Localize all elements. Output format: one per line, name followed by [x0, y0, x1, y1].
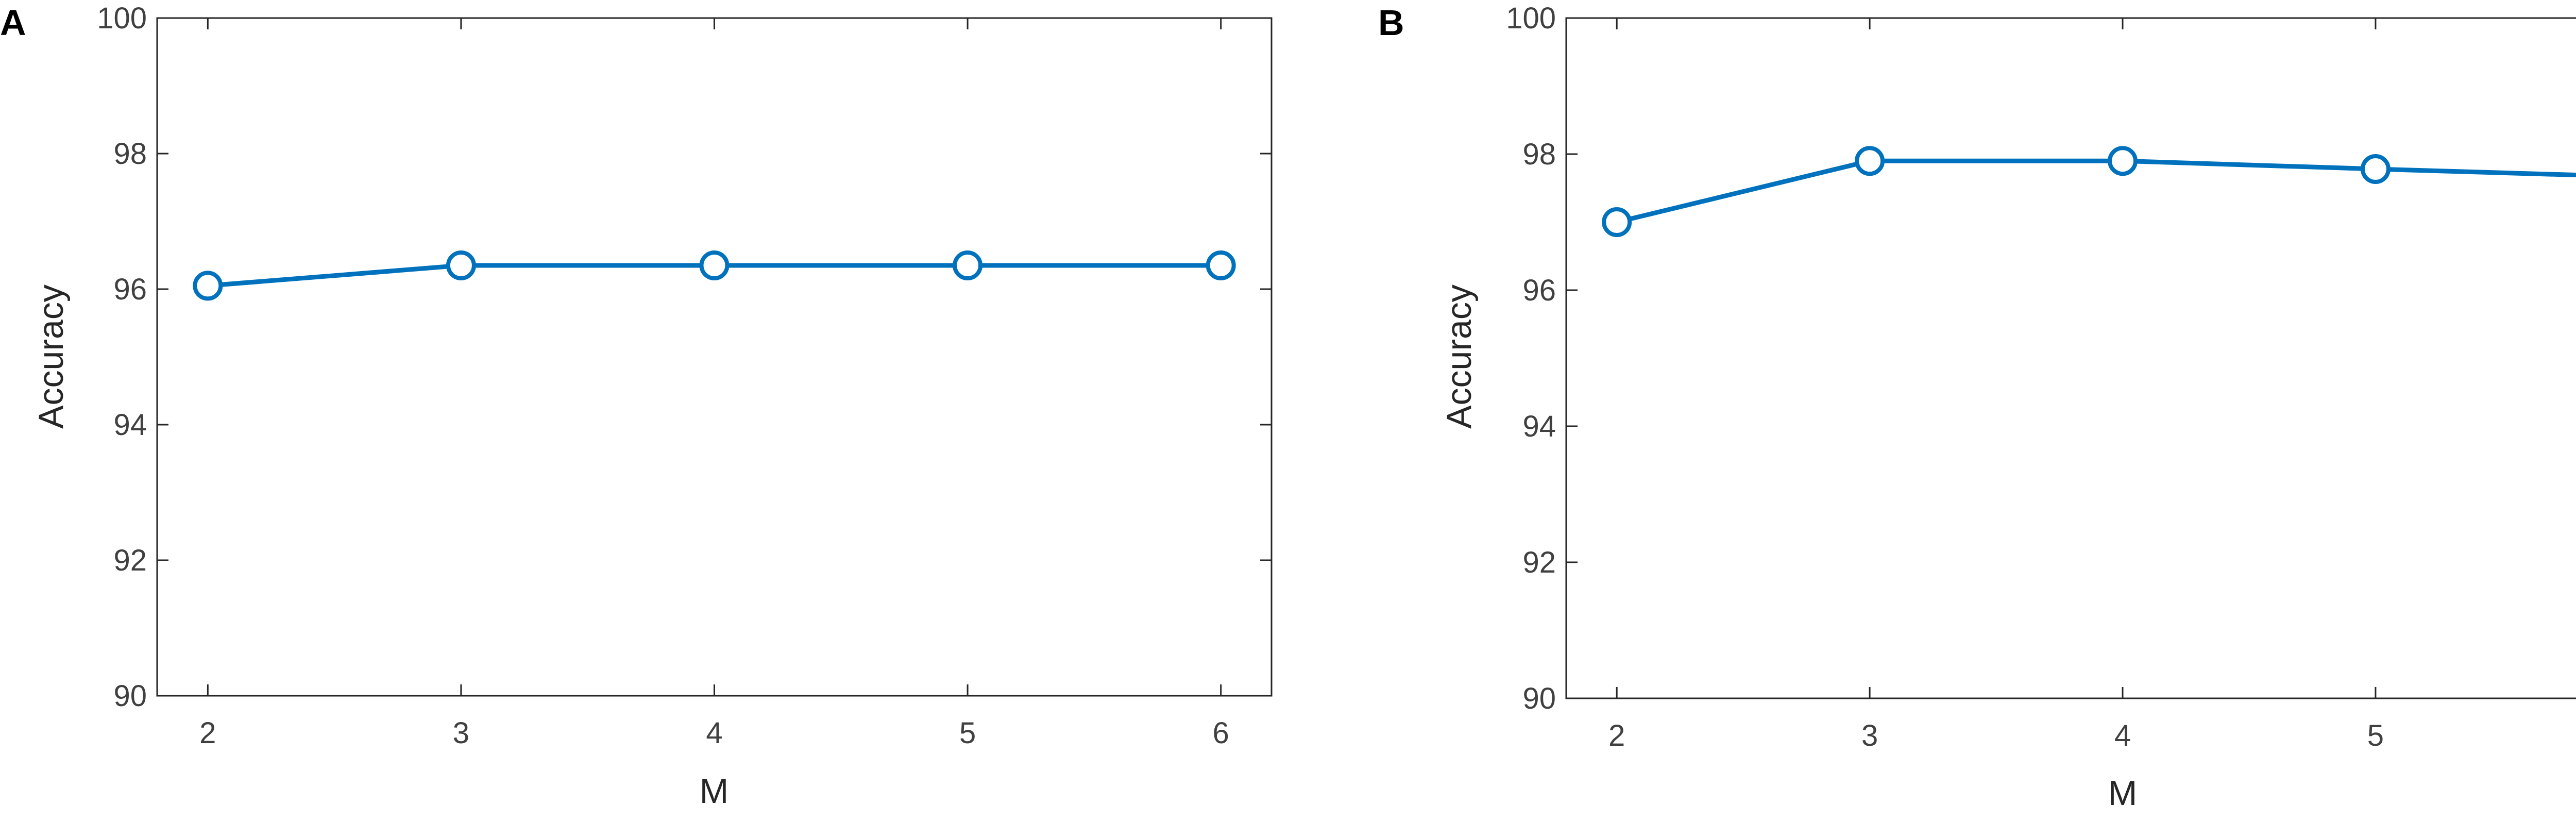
y-axis-label: Accuracy: [1439, 284, 1479, 429]
series-line: [1616, 158, 2576, 225]
y-tick-label: 100: [1506, 2, 1556, 35]
panel-label: B: [1378, 3, 1404, 43]
chart-panel-a: A M Accuracy 2 3 4 5 6 90 92 94 96 98 100: [0, 2, 1273, 811]
data-point-marker: [953, 250, 983, 280]
x-tick-label: 6: [1213, 716, 1229, 750]
plot-area-frame: [156, 17, 1273, 697]
x-tick-label: 4: [706, 716, 722, 750]
x-tick-label: 2: [1608, 719, 1625, 752]
y-axis-label: Accuracy: [31, 284, 71, 429]
y-tick-label: 90: [113, 679, 147, 713]
x-tick-label: 3: [453, 716, 469, 750]
x-tick-label: 4: [2114, 719, 2131, 752]
y-tick-label: 98: [1522, 138, 1556, 171]
y-tick-label: 96: [113, 273, 147, 306]
x-axis-label: M: [700, 772, 729, 811]
data-point-marker: [2108, 146, 2138, 176]
x-tick-label: 5: [959, 716, 976, 750]
x-tick-label: 3: [1861, 719, 1878, 752]
data-point-marker: [1855, 146, 1885, 176]
data-point-marker: [1602, 207, 1632, 237]
y-tick-label: 98: [113, 137, 147, 171]
data-point-marker: [699, 250, 730, 280]
y-tick-label: 92: [113, 544, 147, 577]
x-tick-label: 5: [2367, 719, 2384, 752]
x-axis-label: M: [2108, 774, 2138, 813]
y-tick-label: 100: [97, 2, 147, 35]
y-tick-label: 96: [1522, 274, 1556, 307]
data-point-marker: [193, 271, 223, 301]
data-point-marker: [1206, 250, 1236, 280]
x-tick-label: 2: [199, 716, 216, 750]
data-point-marker: [446, 250, 476, 280]
y-tick-label: 94: [113, 408, 147, 442]
data-point-marker: [2360, 154, 2391, 185]
plot-area-frame: [1565, 17, 2576, 699]
y-tick-label: 94: [1522, 410, 1556, 443]
y-tick-label: 92: [1522, 546, 1556, 579]
panel-label: A: [0, 3, 26, 43]
y-tick-label: 90: [1522, 682, 1556, 715]
